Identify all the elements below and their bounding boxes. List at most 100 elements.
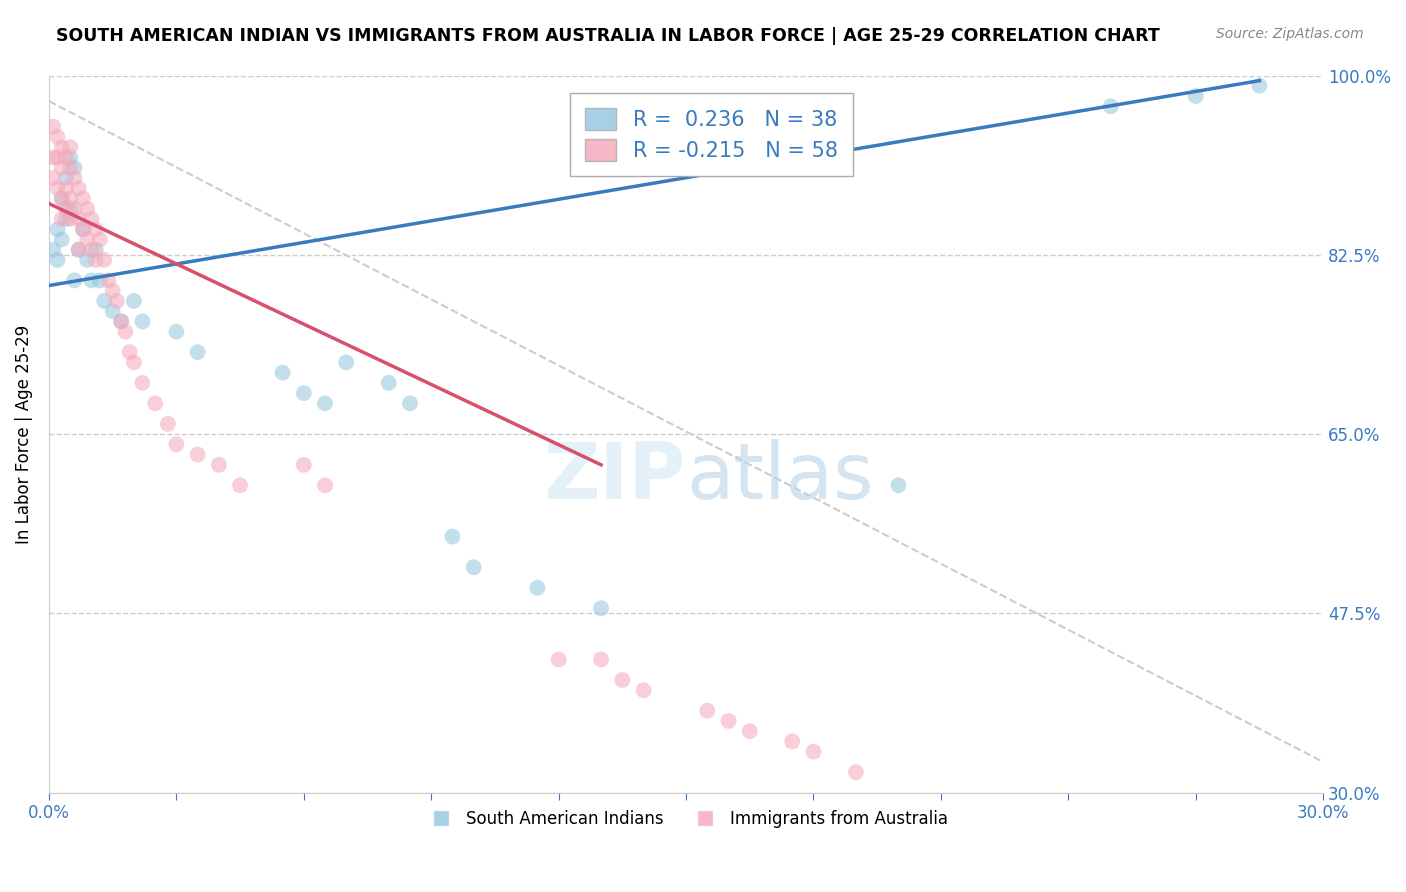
Point — [51, 191, 73, 205]
Point — [46, 222, 69, 236]
Point — [59, 161, 82, 175]
Point — [377, 376, 399, 390]
Text: ZIP: ZIP — [544, 439, 686, 515]
Point — [42, 243, 65, 257]
Point — [118, 345, 141, 359]
Point — [335, 355, 357, 369]
Point — [591, 601, 613, 615]
Point — [738, 724, 761, 739]
Point — [42, 120, 65, 134]
Point — [165, 325, 187, 339]
Point — [51, 161, 73, 175]
Text: Source: ZipAtlas.com: Source: ZipAtlas.com — [1216, 27, 1364, 41]
Point — [101, 284, 124, 298]
Point — [122, 355, 145, 369]
Point — [84, 222, 107, 236]
Point — [780, 734, 803, 748]
Point — [72, 191, 94, 205]
Point — [46, 181, 69, 195]
Point — [67, 181, 90, 195]
Point — [51, 140, 73, 154]
Point — [59, 191, 82, 205]
Point — [55, 171, 77, 186]
Point — [76, 232, 98, 246]
Point — [63, 161, 86, 175]
Point — [591, 652, 613, 666]
Point — [67, 243, 90, 257]
Point — [46, 130, 69, 145]
Point — [717, 714, 740, 728]
Point — [51, 211, 73, 226]
Point — [165, 437, 187, 451]
Point — [314, 478, 336, 492]
Point — [76, 202, 98, 216]
Point — [208, 458, 231, 472]
Point — [59, 202, 82, 216]
Point — [42, 151, 65, 165]
Point — [72, 222, 94, 236]
Point — [46, 252, 69, 267]
Point — [84, 243, 107, 257]
Point — [72, 222, 94, 236]
Point — [63, 171, 86, 186]
Point — [55, 211, 77, 226]
Point — [51, 232, 73, 246]
Point — [67, 243, 90, 257]
Point — [110, 314, 132, 328]
Point — [59, 151, 82, 165]
Point — [80, 273, 103, 287]
Point — [1249, 78, 1271, 93]
Point — [59, 211, 82, 226]
Point — [612, 673, 634, 687]
Point — [187, 345, 209, 359]
Point — [156, 417, 179, 431]
Point — [131, 376, 153, 390]
Point — [89, 232, 111, 246]
Point — [547, 652, 569, 666]
Point — [1184, 89, 1206, 103]
Point — [67, 211, 90, 226]
Point — [292, 458, 315, 472]
Point — [131, 314, 153, 328]
Point — [46, 151, 69, 165]
Point — [101, 304, 124, 318]
Point — [803, 745, 825, 759]
Point — [93, 293, 115, 308]
Point — [55, 202, 77, 216]
Point — [441, 529, 464, 543]
Point — [93, 252, 115, 267]
Point — [314, 396, 336, 410]
Point — [463, 560, 485, 574]
Point — [526, 581, 548, 595]
Point — [887, 478, 910, 492]
Point — [110, 314, 132, 328]
Point — [84, 252, 107, 267]
Point — [143, 396, 166, 410]
Text: atlas: atlas — [686, 439, 873, 515]
Point — [89, 273, 111, 287]
Point — [80, 243, 103, 257]
Point — [187, 448, 209, 462]
Point — [696, 704, 718, 718]
Point — [51, 191, 73, 205]
Point — [76, 252, 98, 267]
Point — [292, 386, 315, 401]
Point — [42, 171, 65, 186]
Point — [633, 683, 655, 698]
Point — [63, 273, 86, 287]
Text: SOUTH AMERICAN INDIAN VS IMMIGRANTS FROM AUSTRALIA IN LABOR FORCE | AGE 25-29 CO: SOUTH AMERICAN INDIAN VS IMMIGRANTS FROM… — [56, 27, 1160, 45]
Point — [105, 293, 128, 308]
Point — [63, 202, 86, 216]
Point — [55, 151, 77, 165]
Point — [229, 478, 252, 492]
Point — [59, 140, 82, 154]
Point — [845, 765, 868, 780]
Point — [271, 366, 294, 380]
Point — [122, 293, 145, 308]
Point — [97, 273, 120, 287]
Point — [114, 325, 136, 339]
Point — [80, 211, 103, 226]
Legend: South American Indians, Immigrants from Australia: South American Indians, Immigrants from … — [418, 803, 955, 835]
Point — [55, 181, 77, 195]
Point — [399, 396, 422, 410]
